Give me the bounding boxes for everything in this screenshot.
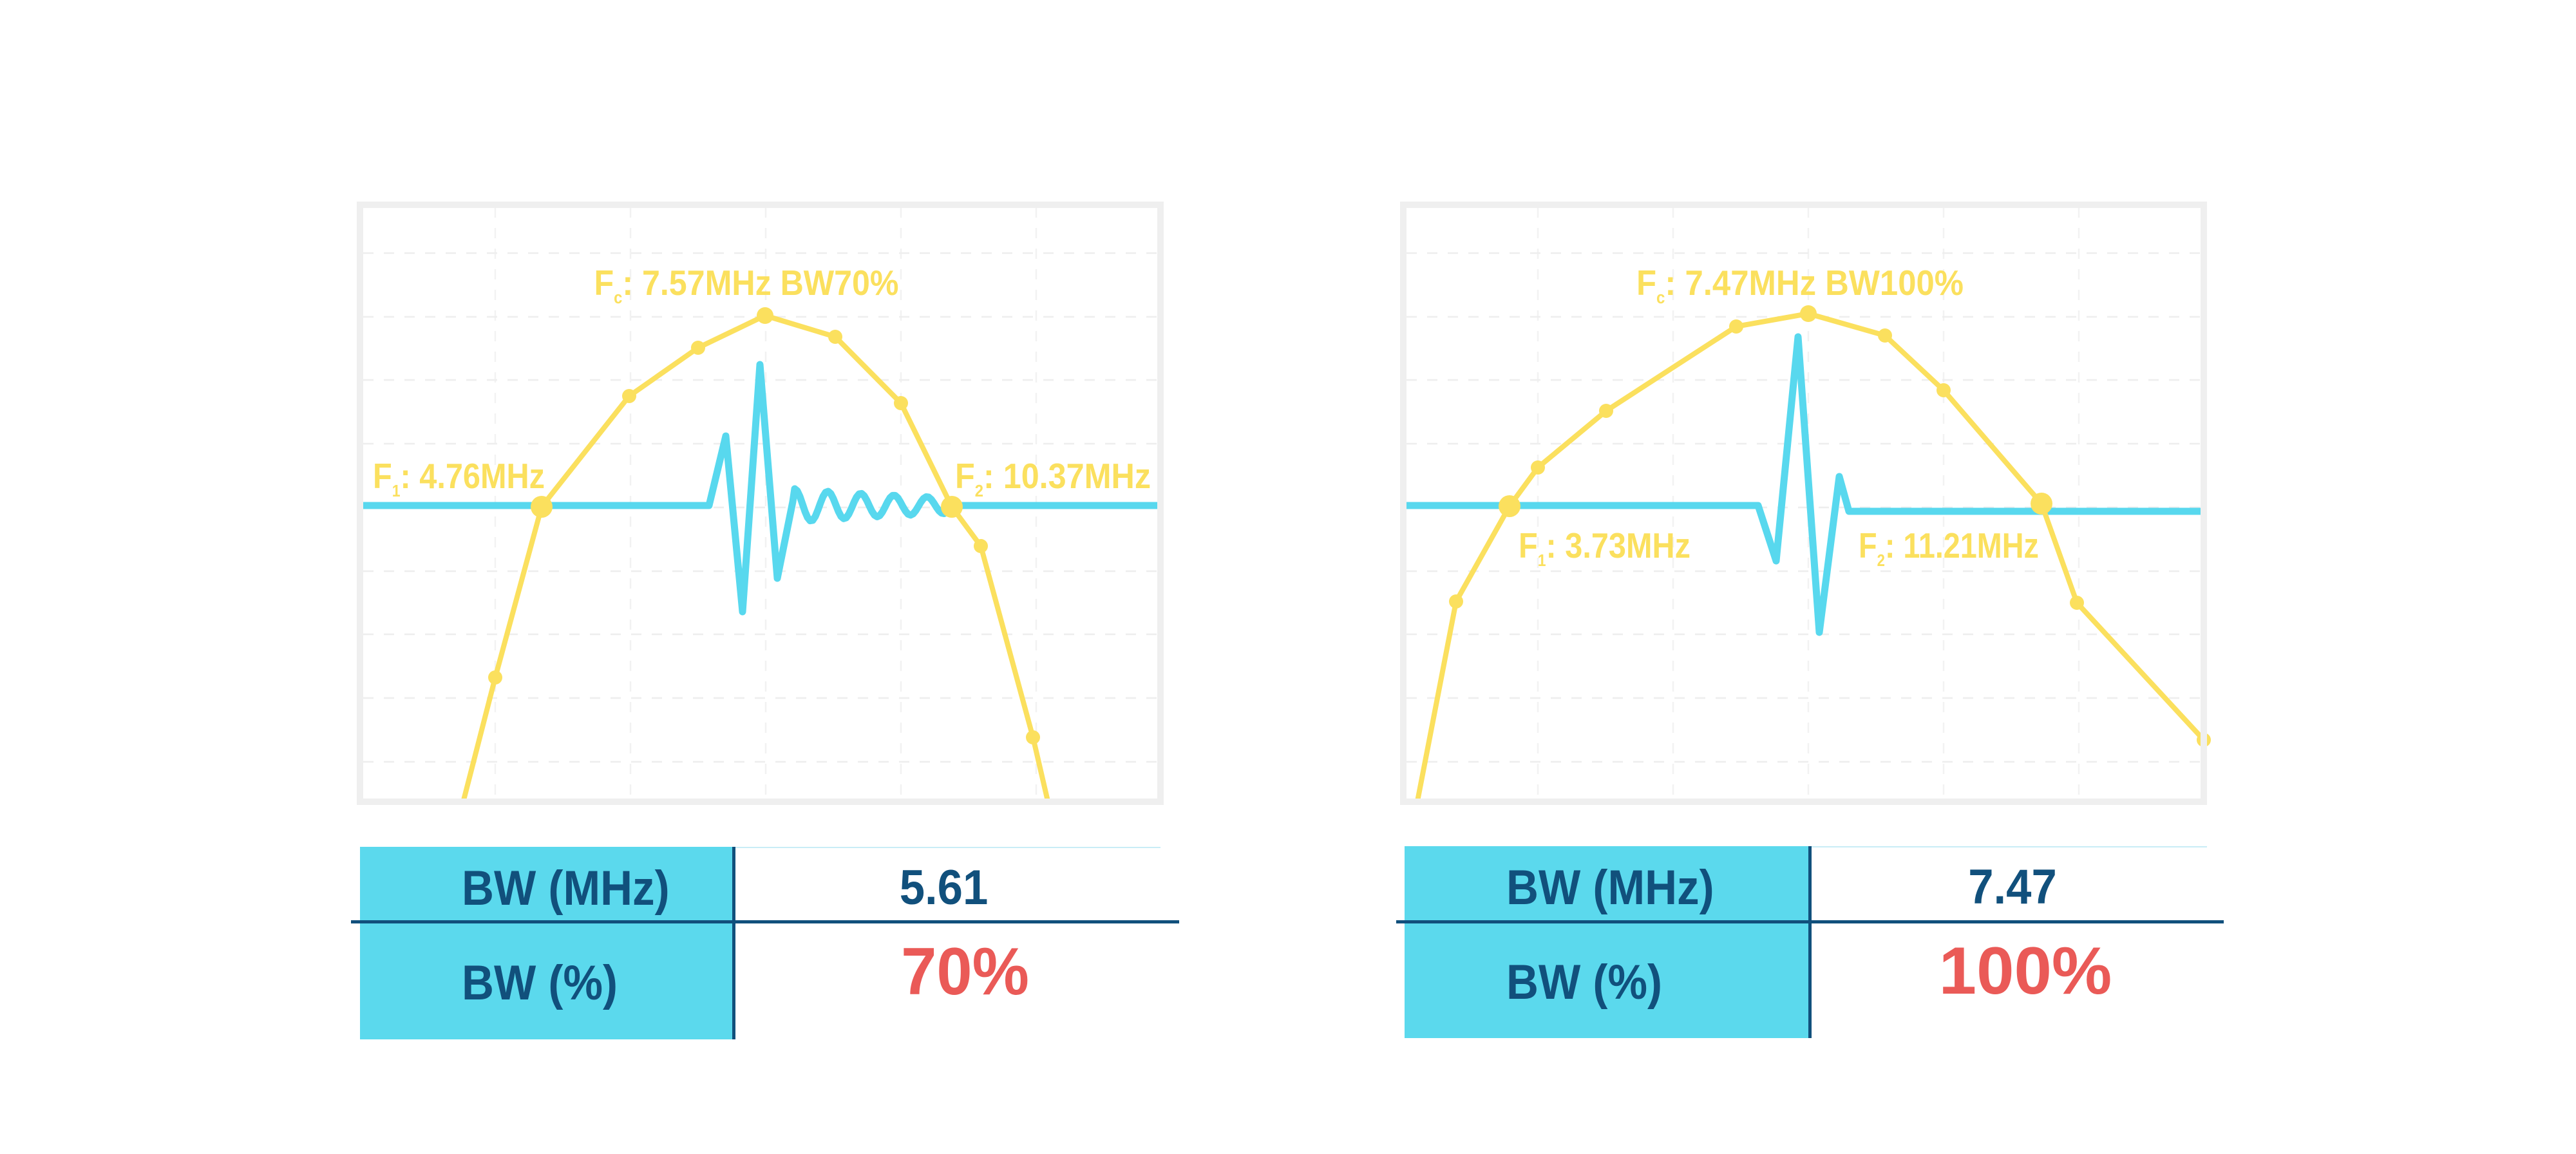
svg-text:F1: 3.73MHz: F1: 3.73MHz [1519, 526, 1690, 570]
svg-text:F1: 4.76MHz: F1: 4.76MHz [373, 457, 545, 500]
svg-text:F2: 11.21MHz: F2: 11.21MHz [1859, 525, 2039, 570]
svg-text:Fc: 7.47MHz BW100%: Fc: 7.47MHz BW100% [1636, 263, 1964, 307]
svg-text:Fc: 7.57MHz BW70%: Fc: 7.57MHz BW70% [594, 263, 898, 307]
svg-text:F2: 10.37MHz: F2: 10.37MHz [955, 457, 1151, 500]
